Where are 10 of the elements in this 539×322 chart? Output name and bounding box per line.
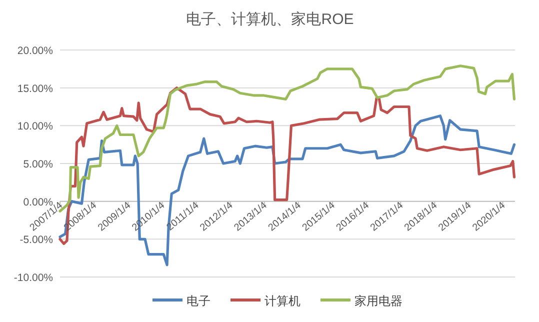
y-tick-label: -5.00% xyxy=(20,234,53,246)
legend-label: 电子 xyxy=(186,294,210,308)
legend-label: 计算机 xyxy=(264,294,300,308)
y-tick-label: 15.00% xyxy=(17,82,53,95)
y-tick-label: 5.00% xyxy=(23,158,53,170)
y-tick-label: 20.00% xyxy=(17,45,53,57)
y-tick-label: 10.00% xyxy=(17,120,53,133)
legend-label: 家用电器 xyxy=(354,294,402,308)
y-tick-label: -10.00% xyxy=(14,272,53,284)
chart-title: 电子、计算机、家电ROE xyxy=(186,11,354,28)
